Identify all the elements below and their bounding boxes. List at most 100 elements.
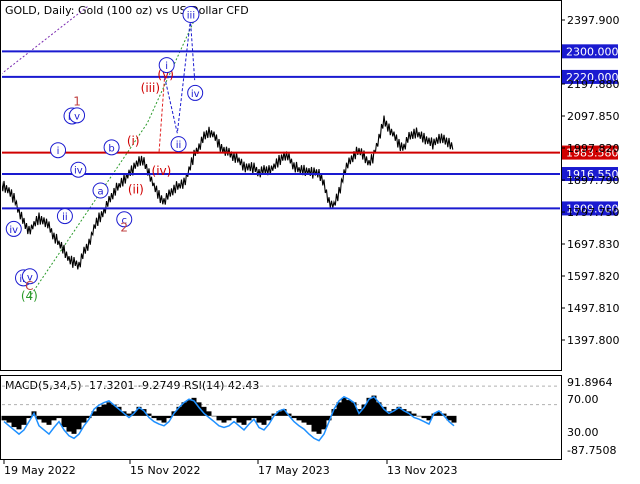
macd-bar-27 [136,406,142,416]
macd-bar-78 [391,409,397,416]
macd-bar-20 [101,404,107,416]
macd-bar-2 [11,415,17,428]
forecast-blue-line [164,19,196,134]
macd-bar-51 [256,415,262,423]
macd-bar-11 [56,415,62,419]
macd-bar-48 [241,415,247,425]
level-tag-1 [562,69,618,84]
time-tick-label-0: 19 May 2022 [4,464,76,477]
time-tick-label-1: 15 Nov 2022 [130,464,200,477]
wave-labels: iviiivC(4)iiiiiiv1ivabc2(i)(ii)(iii)(iv)… [5,6,204,303]
macd-bar-62 [311,415,317,432]
macd-bar-3 [16,415,22,430]
level-tag-4 [562,201,618,216]
macd-bar-70 [351,402,357,416]
indicator-plot: 91.8964 70.00 30.00 -87.7508 [1,376,616,457]
macd-bar-64 [321,415,327,430]
macd-bar-76 [381,406,387,416]
wave-circle-22 [182,6,200,24]
macd-bar-22 [111,404,117,416]
macd-bar-55 [276,411,282,416]
wave-label-16: (ii) [128,183,144,197]
wave-label-11: a [97,187,103,198]
wave-label-8: v [74,111,80,122]
price-tick-label-8: 1497.810 [567,302,620,315]
macd-bar-12 [61,415,67,428]
price-line [2,115,454,270]
macd-bar-79 [396,406,402,416]
wave-label-5: i [57,146,60,157]
macd-bar-36 [181,402,187,416]
macd-bar-83 [416,415,422,417]
wave-label-2: v [27,272,33,283]
level-tag-0 [562,44,618,59]
wave-label-23: iv [191,89,200,100]
macd-bar-53 [266,415,272,421]
macd-bar-30 [151,415,157,419]
macd-bar-56 [281,409,287,416]
level-label-4: 1809.000 [566,202,619,215]
macd-bar-88 [441,413,447,416]
macd-bar-25 [126,413,132,416]
macd-bar-31 [156,415,162,421]
wave-label-13: c [121,215,127,226]
macd-bar-23 [116,406,122,416]
wave-label-9: 1 [73,95,81,109]
price-tick-label-0: 2397.900 [567,14,620,27]
wave-label-22: iii [187,11,195,22]
macd-bar-46 [231,415,237,419]
macd-bar-65 [326,415,332,421]
macd-bar-28 [141,409,147,416]
macd-bar-74 [371,395,377,416]
price-tick-label-7: 1597.820 [567,270,620,283]
wave-circle-6 [56,208,73,225]
time-tick-label-2: 17 May 2023 [258,464,330,477]
price-tick-label-5: 1797.750 [567,206,620,219]
wave-circle-0 [5,220,22,237]
indicator-frame [0,375,562,460]
macd-bar-13 [66,415,72,432]
price-series-line [2,115,454,270]
macd-bar-7 [36,415,42,420]
macd-bar-61 [306,415,312,425]
macd-bar-58 [291,415,297,419]
macd-bar-29 [146,413,152,416]
macd-bar-39 [196,402,202,416]
macd-bar-19 [96,406,102,416]
macd-bar-66 [331,409,337,416]
wave-label-12: b [108,143,114,154]
wave-circle-13 [116,211,133,228]
macd-bar-75 [376,402,382,416]
price-tick-label-3: 1997.820 [567,142,620,155]
macd-bar-40 [201,406,207,416]
wave-circle-10 [70,161,87,178]
macd-bar-47 [236,415,242,423]
macd-bar-63 [316,415,322,434]
level-tag-2 [562,145,618,160]
level-lines: 2300.000 2220.000 1983.580 1916.550 1809.000 [2,44,619,216]
indicator-label: MACD(5,34,5) -17.3201 -9.2749 RSI(14) 42… [5,379,259,392]
macd-bar-87 [436,411,442,416]
time-axis: 19 May 2022 15 Nov 2022 17 May 2023 13 Nov … [3,460,457,477]
macd-bar-82 [411,413,417,416]
macd-bar-89 [446,415,452,421]
macd-bar-33 [166,415,172,419]
macd-bar-90 [451,415,457,423]
time-tick-label-3: 13 Nov 2023 [387,464,457,477]
macd-bar-0 [1,415,7,421]
macd-bar-52 [261,415,267,425]
macd-bar-41 [206,411,212,416]
macd-bar-80 [401,409,407,416]
wave-label-17: (iii) [141,81,160,95]
channel-lines [2,6,196,298]
macd-bar-84 [421,415,427,419]
macd-bar-45 [226,415,232,421]
wave-circle-21 [170,136,187,153]
macd-bar-8 [41,415,47,423]
wave-circle-2 [21,268,38,285]
macd-bar-38 [191,397,197,416]
level-label-1: 2220.000 [566,71,619,84]
purple-channel-line [2,6,88,74]
